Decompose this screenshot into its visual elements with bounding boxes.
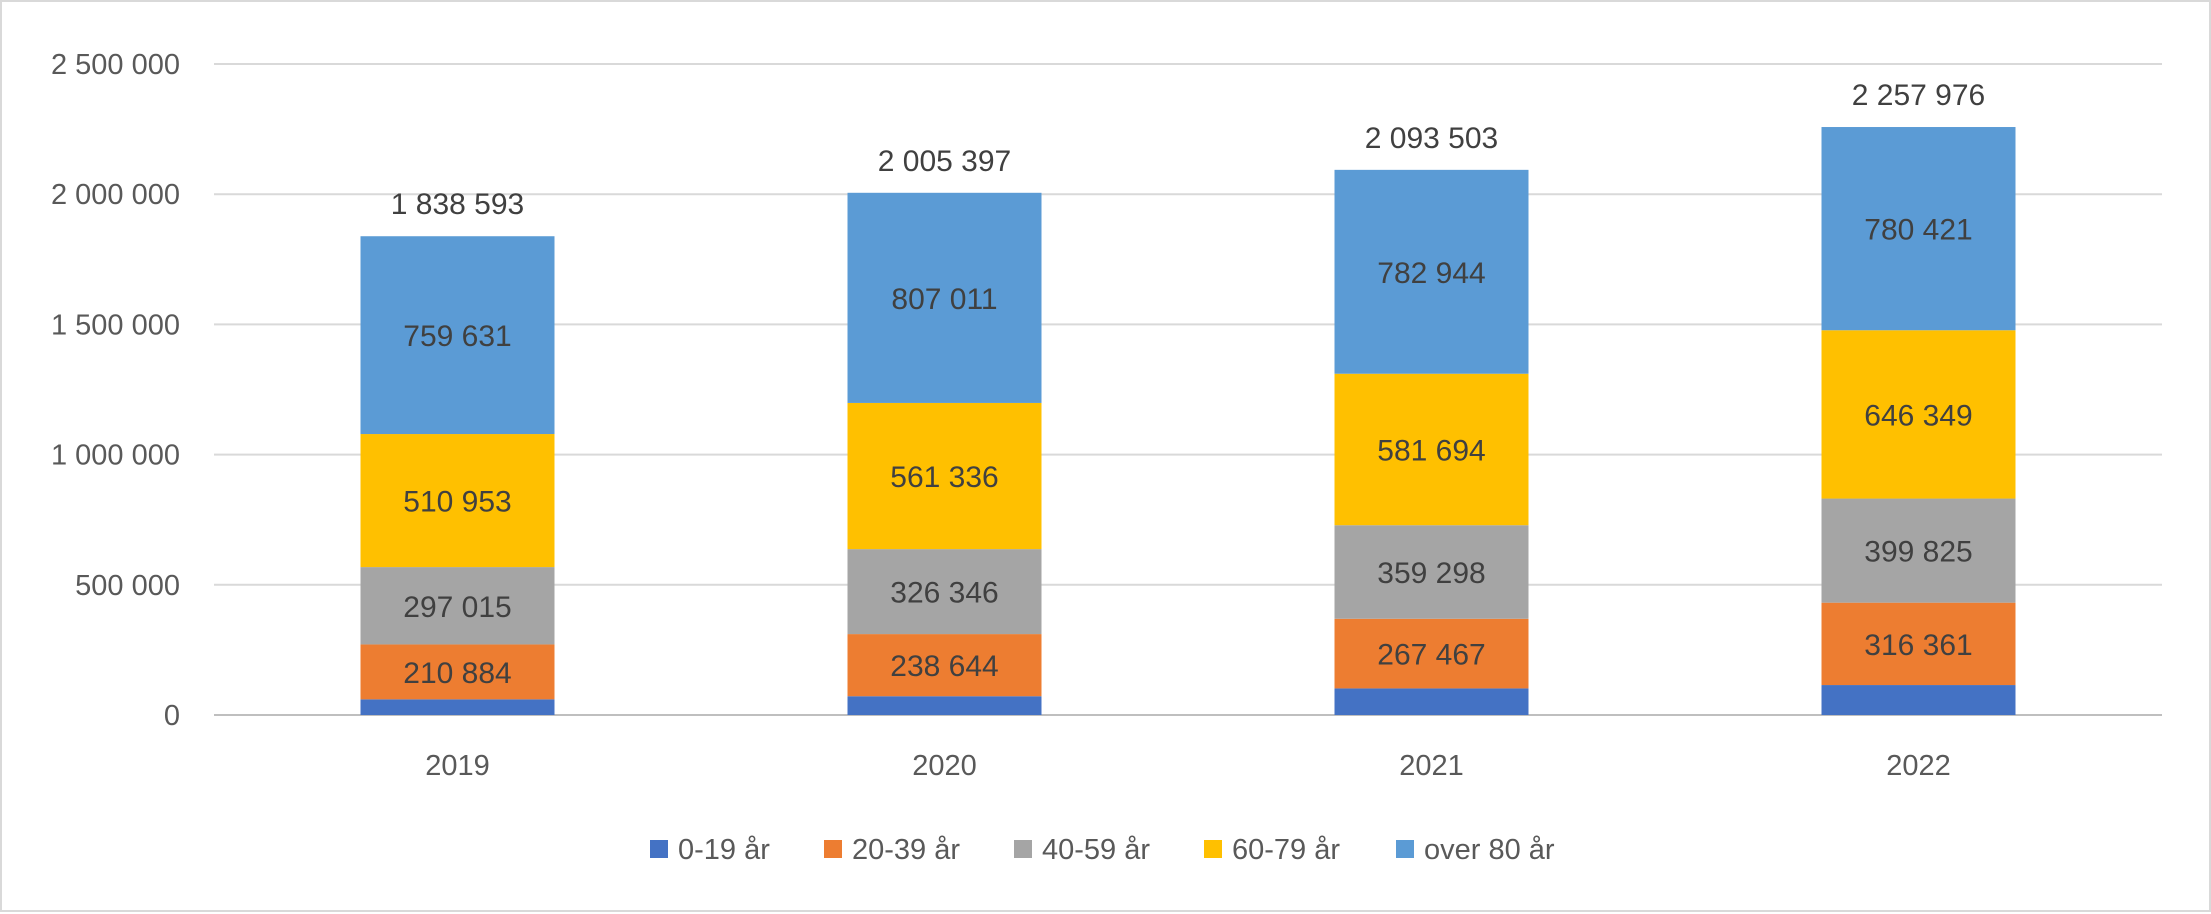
bar-segment [1821, 330, 2016, 499]
data-label: 646 349 [1864, 399, 1972, 432]
bar-segment [847, 634, 1042, 697]
bar-segment [1821, 127, 2016, 331]
bar-segment [360, 644, 555, 700]
bar-segment [360, 567, 555, 645]
data-label: 267 467 [1377, 639, 1485, 672]
total-label: 1 838 593 [391, 188, 524, 221]
legend-swatch [1396, 840, 1414, 858]
x-tick-label: 2020 [912, 750, 977, 782]
y-tick-label: 500 000 [75, 570, 180, 602]
bar-segment [847, 696, 1042, 715]
legend-label: 20-39 år [852, 834, 960, 866]
bar-segment [360, 236, 555, 435]
x-tick-label: 2022 [1886, 750, 1951, 782]
bar-segment [1821, 685, 2016, 715]
legend-label: 60-79 år [1232, 834, 1340, 866]
data-label: 359 298 [1377, 557, 1485, 590]
data-label: 399 825 [1864, 536, 1972, 569]
y-tick-label: 2 500 000 [51, 49, 180, 81]
data-label: 238 644 [890, 650, 998, 683]
bar-segment [1821, 498, 2016, 603]
data-label: 297 015 [403, 591, 511, 624]
bar-segment [1334, 618, 1529, 689]
bar-segment [1821, 602, 2016, 686]
legend-swatch [1204, 840, 1222, 858]
bar-segment [847, 192, 1042, 403]
bar-segment [360, 434, 555, 568]
legend-label: 0-19 år [678, 834, 770, 866]
data-label: 581 694 [1377, 434, 1485, 467]
y-tick-label: 1 000 000 [51, 440, 180, 472]
legend-swatch [1014, 840, 1032, 858]
bar-segment [1334, 525, 1529, 619]
total-label: 2 093 503 [1365, 122, 1498, 155]
legend-swatch [650, 840, 668, 858]
data-label: 316 361 [1864, 629, 1972, 662]
data-label: 780 421 [1864, 214, 1972, 247]
bar-segment [847, 549, 1042, 635]
bar-segment [1334, 169, 1529, 374]
data-label: 759 631 [403, 320, 511, 353]
x-tick-label: 2021 [1399, 750, 1464, 782]
legend-label: over 80 år [1424, 834, 1555, 866]
data-label: 561 336 [890, 461, 998, 494]
data-label: 210 884 [403, 657, 511, 690]
x-tick-label: 2019 [425, 750, 490, 782]
data-label: 510 953 [403, 486, 511, 519]
y-tick-label: 1 500 000 [51, 309, 180, 341]
total-label: 2 005 397 [878, 145, 1011, 178]
y-tick-label: 0 [164, 700, 180, 732]
bar-segment [847, 402, 1042, 550]
bar-segment [1334, 373, 1529, 526]
bar-segment [1334, 688, 1529, 715]
data-label: 782 944 [1377, 257, 1485, 290]
data-label: 326 346 [890, 577, 998, 610]
legend-swatch [824, 840, 842, 858]
bar-segment [360, 699, 555, 715]
y-tick-label: 2 000 000 [51, 179, 180, 211]
data-label: 807 011 [891, 283, 997, 316]
total-label: 2 257 976 [1852, 79, 1985, 112]
legend-label: 40-59 år [1042, 834, 1150, 866]
